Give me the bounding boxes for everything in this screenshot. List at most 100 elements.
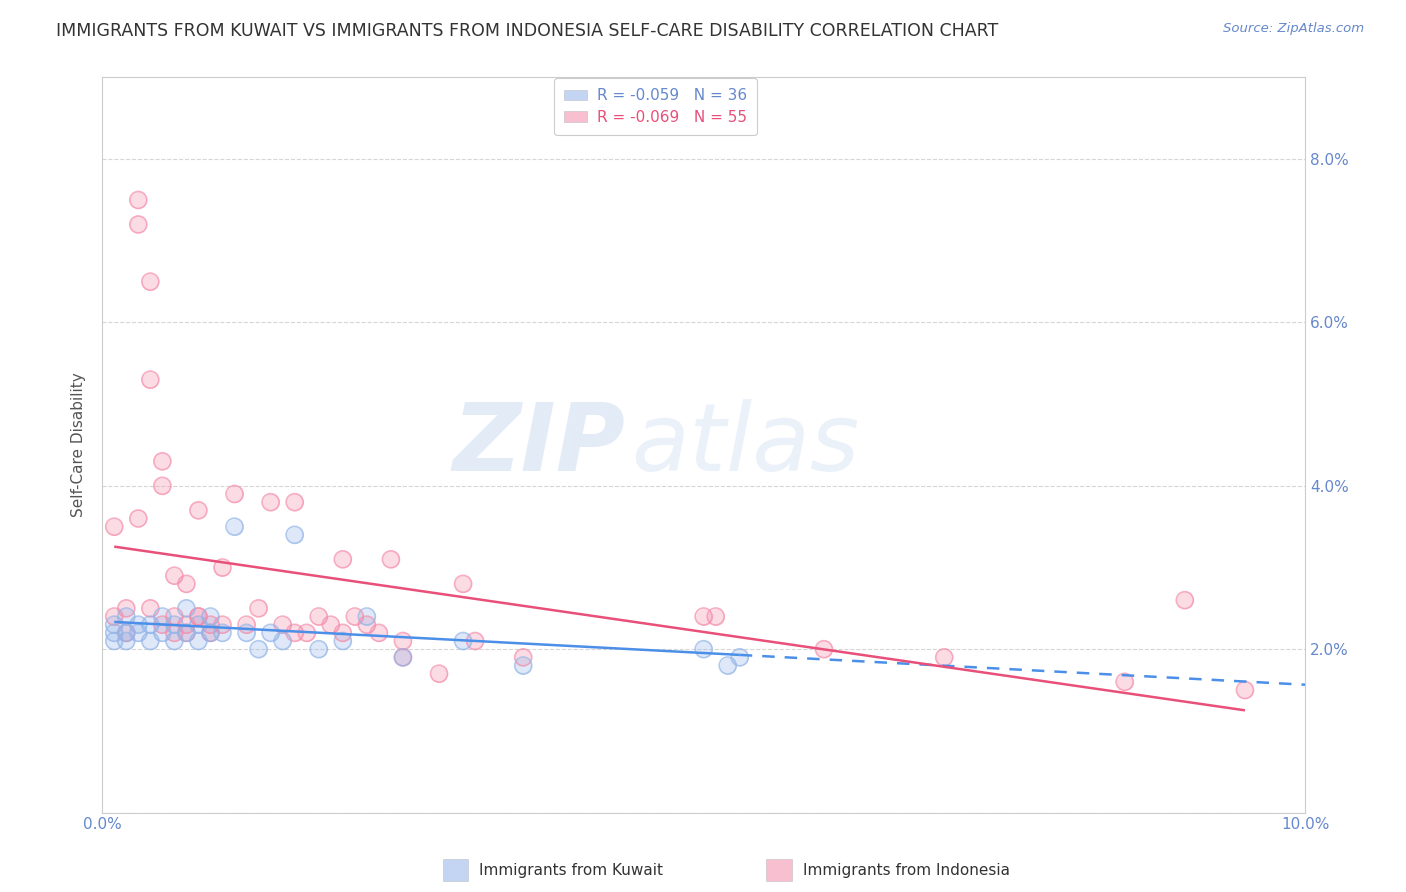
- Point: [139, 275, 162, 289]
- Text: Immigrants from Kuwait: Immigrants from Kuwait: [479, 863, 664, 878]
- Point: [392, 634, 415, 648]
- Point: [247, 642, 270, 657]
- Point: [187, 617, 209, 632]
- Point: [103, 609, 125, 624]
- Legend: R = -0.059   N = 36, R = -0.069   N = 55: R = -0.059 N = 36, R = -0.069 N = 55: [554, 78, 758, 136]
- Point: [200, 609, 222, 624]
- Point: [332, 634, 354, 648]
- Point: [512, 650, 534, 665]
- Point: [163, 625, 186, 640]
- Point: [235, 617, 257, 632]
- Point: [150, 625, 173, 640]
- Point: [692, 609, 714, 624]
- Point: [1114, 674, 1136, 689]
- Point: [187, 609, 209, 624]
- Point: [356, 609, 378, 624]
- Point: [692, 609, 714, 624]
- Point: [271, 634, 294, 648]
- Point: [319, 617, 342, 632]
- Point: [115, 625, 138, 640]
- Point: [464, 634, 486, 648]
- Point: [200, 609, 222, 624]
- Point: [150, 617, 173, 632]
- Point: [127, 511, 149, 525]
- Point: [127, 617, 149, 632]
- Point: [115, 625, 138, 640]
- Point: [115, 601, 138, 615]
- Point: [464, 634, 486, 648]
- Point: [176, 617, 198, 632]
- Point: [127, 193, 149, 207]
- Point: [1114, 674, 1136, 689]
- Point: [103, 519, 125, 533]
- Point: [332, 552, 354, 566]
- Point: [211, 560, 233, 574]
- Point: [247, 642, 270, 657]
- Point: [392, 650, 415, 665]
- Point: [259, 625, 281, 640]
- Point: [224, 487, 246, 501]
- Point: [200, 625, 222, 640]
- Point: [127, 511, 149, 525]
- Point: [163, 634, 186, 648]
- Point: [211, 617, 233, 632]
- Point: [367, 625, 389, 640]
- Point: [1174, 593, 1197, 607]
- Point: [332, 552, 354, 566]
- Point: [139, 275, 162, 289]
- Point: [356, 609, 378, 624]
- Point: [103, 625, 125, 640]
- Point: [139, 601, 162, 615]
- Point: [163, 617, 186, 632]
- Point: [103, 634, 125, 648]
- Point: [451, 577, 474, 591]
- Point: [139, 617, 162, 632]
- Point: [392, 650, 415, 665]
- Point: [308, 609, 330, 624]
- Point: [115, 634, 138, 648]
- Point: [127, 193, 149, 207]
- Point: [211, 617, 233, 632]
- Point: [150, 617, 173, 632]
- Point: [1233, 683, 1256, 698]
- Point: [1174, 593, 1197, 607]
- Point: [392, 634, 415, 648]
- Point: [271, 617, 294, 632]
- Point: [284, 625, 307, 640]
- Point: [163, 609, 186, 624]
- Point: [127, 218, 149, 232]
- Point: [295, 625, 318, 640]
- Point: [284, 495, 307, 509]
- Point: [163, 625, 186, 640]
- Point: [187, 634, 209, 648]
- Point: [295, 625, 318, 640]
- Point: [115, 634, 138, 648]
- Point: [103, 617, 125, 632]
- Point: [200, 617, 222, 632]
- Point: [176, 577, 198, 591]
- Point: [235, 625, 257, 640]
- Text: Immigrants from Indonesia: Immigrants from Indonesia: [803, 863, 1010, 878]
- Point: [200, 617, 222, 632]
- Point: [200, 625, 222, 640]
- Point: [308, 642, 330, 657]
- Point: [103, 625, 125, 640]
- Point: [115, 609, 138, 624]
- Point: [176, 601, 198, 615]
- Point: [392, 650, 415, 665]
- Point: [150, 625, 173, 640]
- Point: [512, 658, 534, 673]
- Point: [127, 617, 149, 632]
- Point: [271, 634, 294, 648]
- Point: [813, 642, 835, 657]
- Point: [150, 609, 173, 624]
- Point: [392, 650, 415, 665]
- Point: [284, 495, 307, 509]
- Text: ZIP: ZIP: [453, 399, 626, 491]
- Point: [103, 617, 125, 632]
- Point: [308, 609, 330, 624]
- Point: [356, 617, 378, 632]
- Point: [259, 625, 281, 640]
- Point: [176, 625, 198, 640]
- Point: [284, 528, 307, 542]
